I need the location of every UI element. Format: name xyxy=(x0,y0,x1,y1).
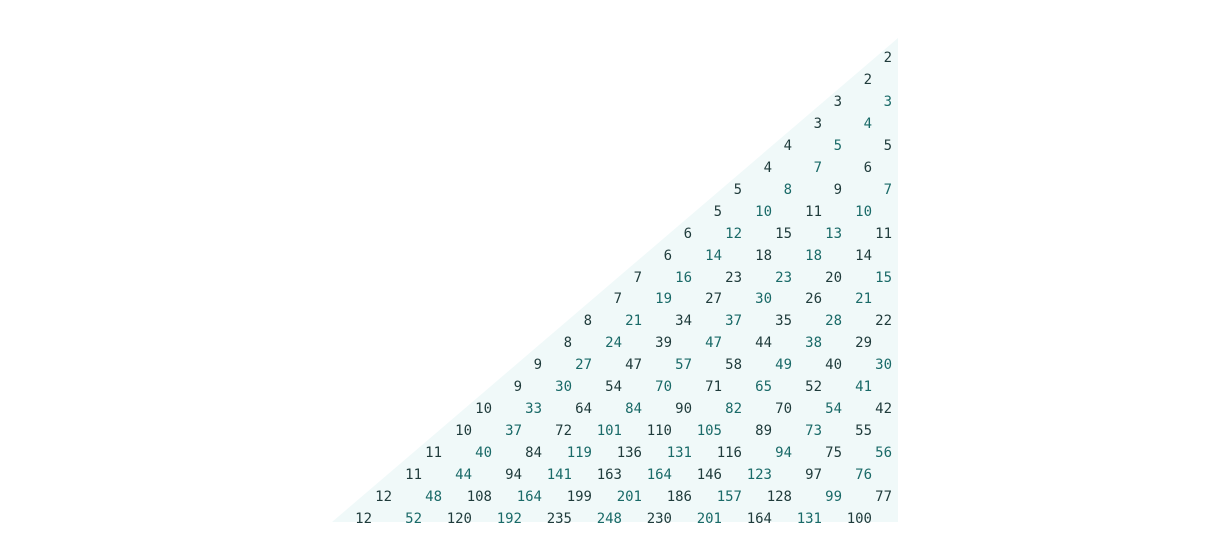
triangle-shape xyxy=(332,38,898,522)
